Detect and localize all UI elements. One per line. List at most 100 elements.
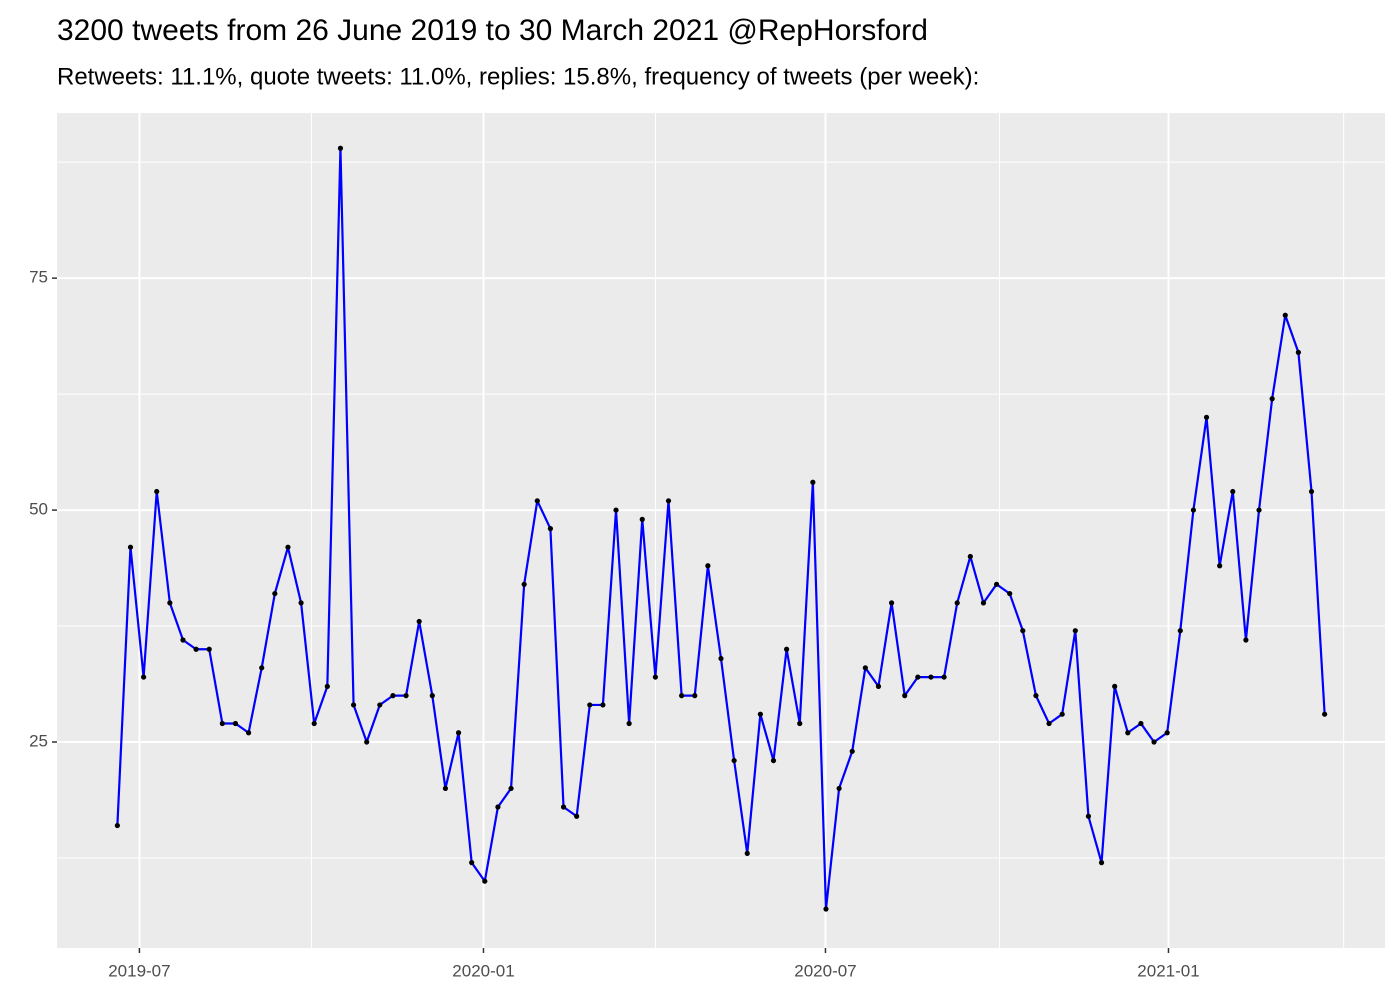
point (1151, 739, 1157, 745)
point (692, 693, 698, 699)
point (1085, 813, 1092, 819)
point (1217, 563, 1223, 569)
point (232, 720, 239, 727)
point (836, 785, 842, 792)
point (154, 488, 160, 495)
point (587, 702, 593, 708)
chart-title: 3200 tweets from 26 June 2019 to 30 Marc… (57, 14, 928, 47)
x-tick-label: 2019-07 (108, 961, 170, 980)
point (1098, 860, 1105, 866)
point (679, 693, 685, 699)
point (888, 600, 895, 606)
point (141, 674, 147, 680)
point (364, 739, 370, 745)
point (547, 526, 554, 532)
point (127, 544, 134, 550)
point (757, 711, 763, 717)
point (390, 693, 396, 699)
point (1190, 507, 1197, 513)
point (1112, 683, 1118, 689)
point (784, 646, 790, 652)
point (1269, 396, 1275, 402)
point (1072, 628, 1078, 634)
point (298, 600, 304, 606)
point (324, 683, 330, 689)
point (902, 693, 908, 699)
point (967, 553, 973, 560)
point (797, 720, 803, 727)
point (403, 693, 409, 699)
point (469, 860, 475, 866)
point (862, 665, 868, 671)
point (508, 785, 514, 792)
point (665, 498, 672, 504)
point (350, 702, 357, 708)
point (823, 906, 829, 912)
point (731, 757, 737, 764)
point (1308, 488, 1315, 495)
point (180, 637, 186, 643)
y-tick-label: 75 (29, 268, 48, 287)
point (455, 730, 462, 736)
point (613, 507, 619, 513)
point (1230, 488, 1236, 495)
point (114, 822, 120, 829)
point (705, 563, 711, 569)
point (1243, 637, 1249, 643)
x-tick-label: 2021-01 (1137, 961, 1199, 980)
point (652, 674, 658, 680)
point (167, 600, 173, 606)
point (626, 720, 632, 727)
point (337, 145, 344, 151)
point (272, 590, 278, 597)
point (849, 748, 855, 754)
x-tick-label: 2020-07 (794, 961, 856, 980)
point (875, 683, 882, 689)
point (219, 720, 225, 727)
x-tick-label: 2020-01 (452, 961, 514, 980)
point (1125, 730, 1131, 736)
point (534, 498, 540, 504)
y-tick-label: 50 (29, 500, 48, 519)
point (429, 693, 435, 699)
point (1282, 312, 1288, 318)
point (954, 600, 960, 606)
point (1020, 628, 1026, 634)
y-tick-label: 25 (29, 732, 48, 751)
plot-background (57, 113, 1385, 948)
point (495, 804, 501, 810)
point (810, 479, 816, 485)
point (259, 665, 265, 671)
point (1203, 414, 1210, 420)
point (1033, 693, 1039, 699)
point (1007, 590, 1013, 597)
point (245, 730, 252, 736)
chart-subtitle: Retweets: 11.1%, quote tweets: 11.0%, re… (57, 63, 979, 90)
point (1046, 720, 1052, 727)
point (1177, 628, 1183, 634)
point (1059, 711, 1065, 717)
point (928, 674, 934, 680)
point (574, 813, 580, 819)
point (1295, 349, 1301, 355)
point (442, 785, 449, 792)
point (639, 516, 645, 522)
point (600, 702, 606, 708)
point (770, 757, 777, 764)
point (718, 655, 724, 662)
point (193, 646, 199, 652)
point (980, 600, 987, 606)
point (285, 544, 291, 550)
point (206, 646, 212, 652)
point (1256, 507, 1262, 513)
point (744, 850, 750, 856)
point (993, 581, 1000, 587)
point (521, 581, 527, 587)
point (560, 804, 567, 810)
point (377, 702, 383, 708)
point (1164, 730, 1170, 736)
point (1322, 711, 1328, 717)
point (482, 878, 488, 884)
point (1138, 720, 1144, 727)
